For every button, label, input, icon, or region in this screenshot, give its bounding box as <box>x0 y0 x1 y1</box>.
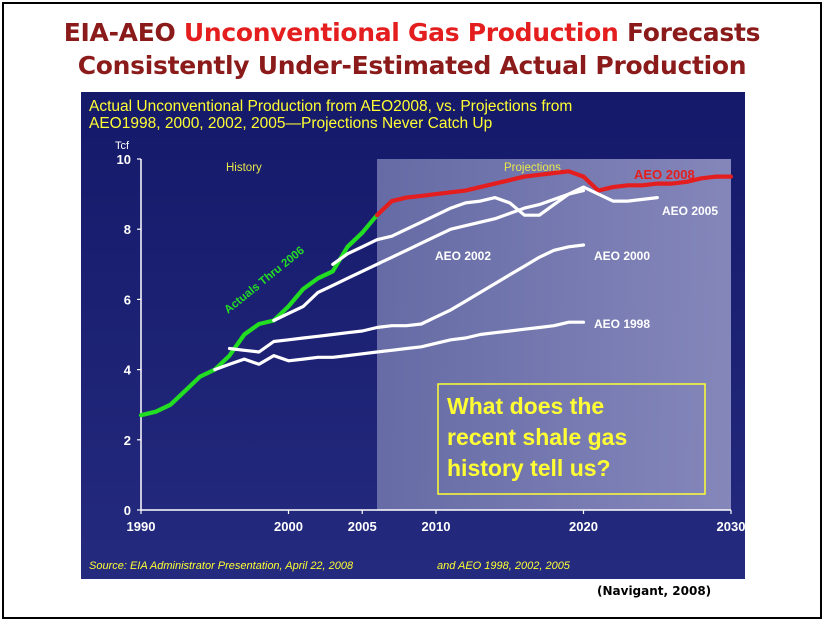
callout-line: What does the <box>447 393 604 419</box>
series-label: AEO 2000 <box>594 249 650 263</box>
series-label: AEO 2008 <box>634 167 695 182</box>
title-suffix: Forecasts <box>618 18 761 47</box>
source-text-b: and AEO 1998, 2002, 2005 <box>437 560 571 572</box>
history-label: History <box>226 162 262 174</box>
chart-svg: Actual Unconventional Production from AE… <box>81 92 745 579</box>
chart-panel: Actual Unconventional Production from AE… <box>81 92 745 579</box>
y-tick-label: 8 <box>124 222 131 237</box>
slide-title-line-2: Consistently Under-Estimated Actual Prod… <box>77 51 747 80</box>
chart-title-line-1: Actual Unconventional Production from AE… <box>89 98 572 115</box>
x-tick-label: 2000 <box>274 519 303 534</box>
title-highlight: Unconventional Gas Production <box>183 18 619 47</box>
source-text-a: Source: EIA Administrator Presentation, … <box>89 560 354 572</box>
x-tick-label: 1990 <box>127 519 156 534</box>
y-axis-label: Tcf <box>115 140 130 152</box>
series-line-aeo-2008 <box>374 169 734 218</box>
callout-box <box>437 383 706 495</box>
x-tick-label: 2005 <box>348 519 377 534</box>
y-tick-label: 6 <box>124 292 131 307</box>
x-tick-label: 2020 <box>569 519 598 534</box>
callout-text: What does the recent shale gas history tel… <box>447 393 627 481</box>
y-tick-label: 10 <box>117 152 131 167</box>
series-label: AEO 2005 <box>662 204 718 218</box>
series-line-aeo-1998 <box>213 320 586 372</box>
series-label: AEO 2002 <box>435 249 491 263</box>
slide-title-line-1: EIA-AEO Unconventional Gas Production Fo… <box>4 18 820 47</box>
series-line-actuals-thru-2006 <box>138 213 380 418</box>
series-line-aeo-2000 <box>227 243 586 354</box>
x-tick-label: 2010 <box>422 519 451 534</box>
series-label: AEO 1998 <box>594 317 650 331</box>
title-prefix: EIA-AEO <box>63 18 184 47</box>
y-tick-label: 0 <box>124 503 131 518</box>
slide: EIA-AEO Unconventional Gas Production Fo… <box>2 2 822 619</box>
y-tick-label: 4 <box>124 363 132 378</box>
y-tick-label: 2 <box>124 433 131 448</box>
callout-line: recent shale gas <box>447 424 627 450</box>
credit-text: (Navigant, 2008) <box>597 584 712 598</box>
series-line-aeo-2005 <box>331 185 659 266</box>
projections-label: Projections <box>504 162 561 174</box>
chart-title-line-2: AEO1998, 2000, 2002, 2005—Projections Ne… <box>89 115 492 132</box>
x-tick-label: 2030 <box>717 519 745 534</box>
callout-line: history tell us? <box>447 455 611 481</box>
projection-region <box>377 159 731 510</box>
series-line-aeo-2002 <box>272 188 586 323</box>
